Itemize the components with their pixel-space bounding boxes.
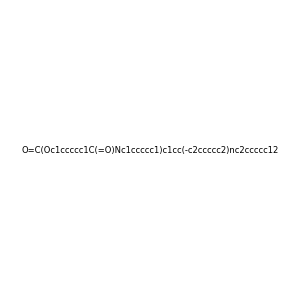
Text: O=C(Oc1ccccc1C(=O)Nc1ccccc1)c1cc(-c2ccccc2)nc2ccccc12: O=C(Oc1ccccc1C(=O)Nc1ccccc1)c1cc(-c2cccc… — [21, 146, 279, 154]
